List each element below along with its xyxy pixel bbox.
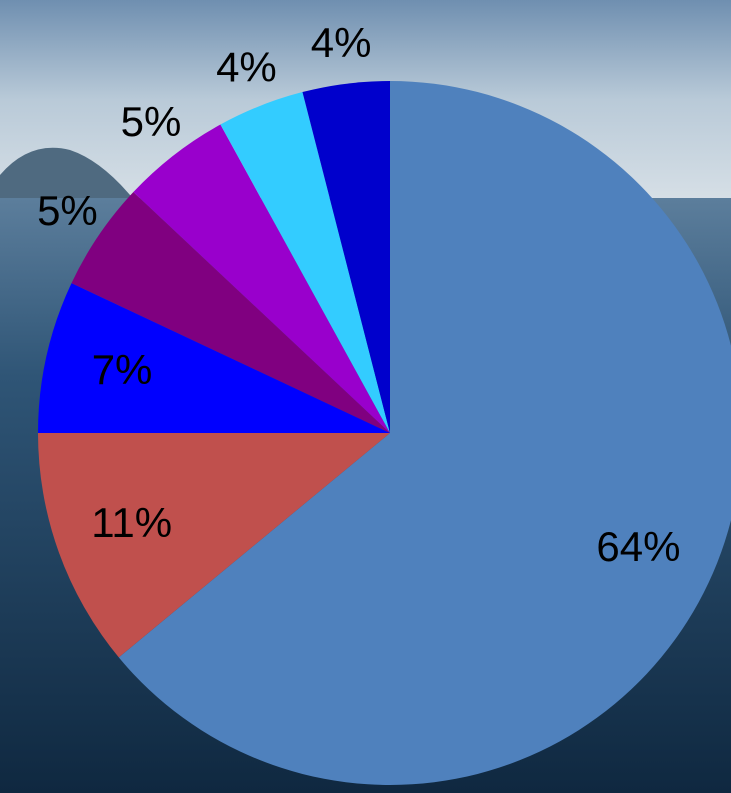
- data-label: 4%: [216, 43, 277, 90]
- pie: 64% 11% 7% 5% 5% 4% 4%: [37, 19, 731, 785]
- pie-slice: [220, 92, 390, 434]
- pie-slice: [118, 81, 731, 785]
- pie-slice: [133, 124, 390, 434]
- pie-slice: [71, 192, 390, 433]
- data-label: 11%: [91, 499, 172, 546]
- pie-slice: [302, 81, 390, 433]
- data-label: 5%: [37, 187, 98, 234]
- data-label: 64%: [596, 523, 680, 570]
- island: [0, 147, 140, 200]
- pie-slice: [38, 433, 390, 658]
- data-label: 7%: [92, 346, 153, 393]
- data-label: 4%: [311, 19, 372, 66]
- pie-slice: [38, 283, 390, 433]
- data-label: 5%: [121, 98, 182, 145]
